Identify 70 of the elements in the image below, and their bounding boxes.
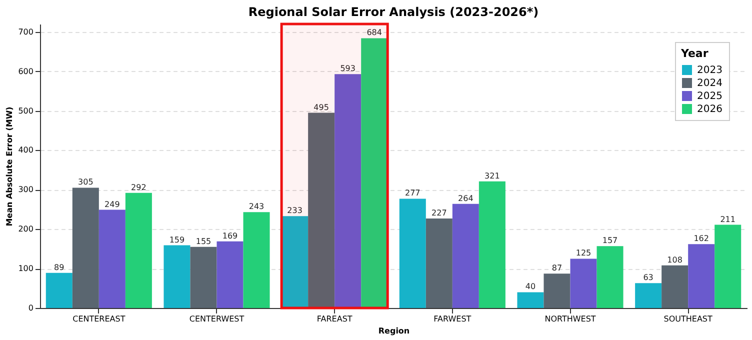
bar [688,244,715,308]
data-label: 63 [643,273,654,282]
bar [46,272,72,308]
y-tick-label: 500 [18,106,34,116]
y-tick-label: 600 [18,66,34,76]
bar [517,292,544,308]
data-label: 159 [169,235,185,244]
bar [635,283,662,308]
data-label: 249 [104,200,120,209]
data-label: 40 [525,282,536,292]
bar [596,246,624,308]
data-label: 233 [287,206,302,216]
bar [125,192,152,308]
legend-label: 2023 [697,65,722,76]
bar [662,265,688,308]
bar [452,204,479,308]
x-tick-label: NORTHWEST [544,314,596,324]
x-tick-label: FARWEST [434,314,472,324]
data-label: 125 [576,248,592,258]
x-tick-label: SOUTHEAST [664,314,713,324]
bar [544,274,570,308]
legend-title: Year [680,47,709,60]
data-label: 157 [602,236,618,246]
bar [361,38,388,308]
bar [399,198,426,308]
bar [714,224,742,308]
data-label: 211 [720,214,736,224]
y-tick-label: 300 [18,185,34,194]
data-label: 292 [131,182,146,192]
x-tick-label: FAREAST [316,314,352,324]
y-axis-title: Mean Absolute Error (MW) [5,106,14,226]
y-tick-label: 100 [18,264,34,274]
x-tick-label: CENTERWEST [189,314,244,324]
data-label: 305 [78,178,94,187]
bar [308,112,335,308]
data-label: 593 [340,64,356,74]
bar [243,212,270,308]
data-label: 155 [196,236,212,246]
y-tick-label: 400 [18,146,34,155]
data-label: 264 [458,194,474,203]
legend-label: 2025 [697,91,722,102]
data-label: 89 [54,262,64,272]
x-axis-title: Region [378,326,410,336]
x-tick-label: CENTEREAST [72,314,126,324]
data-label: 108 [667,255,682,264]
data-label: 243 [248,202,264,212]
data-label: 169 [222,231,238,240]
data-label: 227 [432,208,447,218]
data-label: 684 [366,28,382,38]
bar [190,246,217,308]
data-label: 321 [484,171,500,180]
bar [164,245,190,308]
bar [570,258,597,308]
bar [334,74,362,308]
data-label: 495 [314,102,329,112]
bar [282,216,308,308]
bar [216,241,244,308]
bar [98,210,126,308]
chart-title: Regional Solar Error Analysis (2023-2026*) [248,4,539,19]
bar [478,181,506,308]
data-label: 87 [552,264,562,273]
legend-label: 2026 [697,104,722,115]
bar [72,188,99,308]
data-label: 162 [694,234,709,244]
data-label: 277 [405,188,420,198]
legend-label: 2024 [697,78,722,89]
bar [426,218,452,308]
y-tick-label: 200 [18,224,34,234]
y-tick-label: 700 [18,27,34,36]
y-tick-label: 0 [28,304,34,312]
